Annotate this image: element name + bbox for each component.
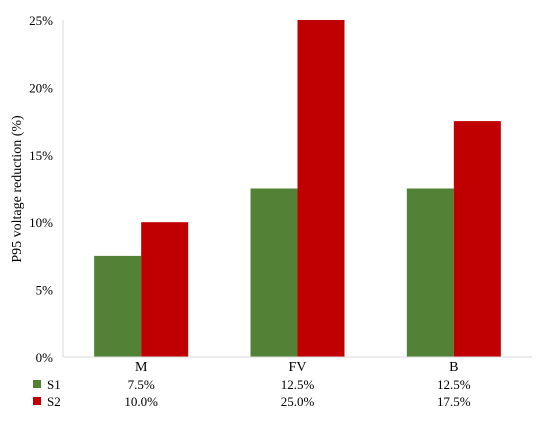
y-axis-ticks: 0% 5% 10% 15% 20% 25% <box>29 13 53 365</box>
y-axis-label: P95 voltage reduction (%) <box>10 115 25 263</box>
data-table-cell: 17.5% <box>437 394 471 409</box>
bar-s2-m <box>141 222 189 357</box>
bar-s2-b <box>453 121 501 357</box>
data-table-cell: 12.5% <box>437 377 471 392</box>
legend-label-s1: S1 <box>47 377 61 392</box>
bar-s1-b <box>406 188 454 357</box>
x-category-label: M <box>135 360 148 375</box>
data-table: S1 7.5% 12.5% 12.5% S2 10.0% 25.0% 17.5% <box>33 377 471 409</box>
data-table-cell: 12.5% <box>281 377 315 392</box>
bar-s1-m <box>94 255 142 357</box>
bars <box>94 20 501 357</box>
y-tick-label: 10% <box>29 215 53 230</box>
y-tick-label: 15% <box>29 148 53 163</box>
data-table-cell: 25.0% <box>281 394 315 409</box>
legend-label-s2: S2 <box>47 394 61 409</box>
legend-swatch-s1 <box>33 380 41 388</box>
legend-swatch-s2 <box>33 397 41 405</box>
x-category-label: B <box>449 360 458 375</box>
bar-s2-fv <box>297 20 345 357</box>
data-table-cell: 10.0% <box>124 394 158 409</box>
bar-s1-fv <box>250 188 298 357</box>
y-tick-label: 20% <box>29 80 53 95</box>
y-tick-label: 25% <box>29 13 53 28</box>
y-tick-label: 0% <box>36 350 54 365</box>
y-tick-label: 5% <box>36 283 54 298</box>
x-axis-categories: M FV B <box>135 360 459 375</box>
data-table-cell: 7.5% <box>128 377 155 392</box>
x-category-label: FV <box>289 360 307 375</box>
